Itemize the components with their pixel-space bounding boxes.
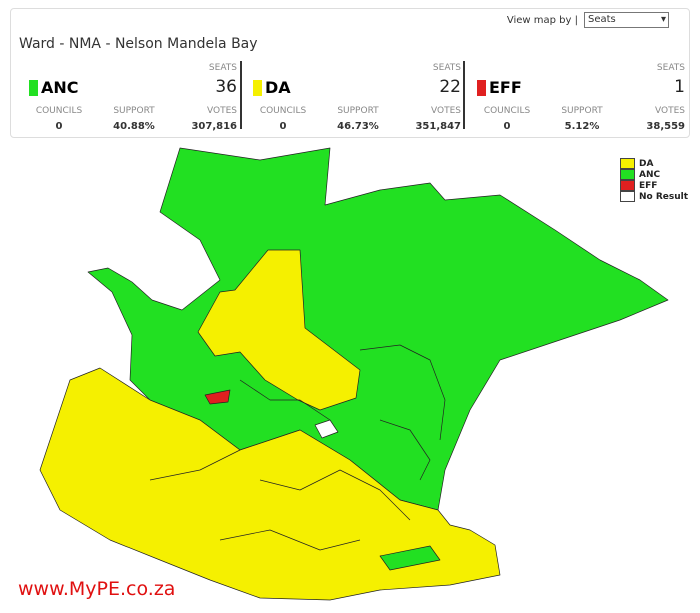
party-swatch xyxy=(477,79,486,96)
party-label: EFF xyxy=(489,78,522,97)
seats-label: SEATS xyxy=(208,63,237,73)
divider xyxy=(240,61,242,129)
legend-swatch xyxy=(620,158,635,169)
support-label: SUPPORT xyxy=(337,106,379,116)
support-label: SUPPORT xyxy=(561,106,603,116)
watermark: www.MyPE.co.za xyxy=(18,578,176,600)
councils-value: 0 xyxy=(279,121,287,132)
map xyxy=(39,147,669,601)
seats-label: SEATS xyxy=(656,63,685,73)
councils-label: COUNCILS xyxy=(35,106,83,116)
seats-value: 1 xyxy=(674,77,685,97)
legend-swatch xyxy=(620,191,635,202)
party-name: EFF xyxy=(477,78,522,97)
title: Ward - NMA - Nelson Mandela Bay xyxy=(19,36,258,52)
party-name: ANC xyxy=(29,78,79,97)
party-summary: DA SEATS 22 COUNCILS 0 SUPPORT 46.73% VOTES 351,… xyxy=(253,61,463,132)
results-card: View map by | Seats Ward - NMA - Nelson … xyxy=(10,8,690,138)
votes-label: VOTES xyxy=(207,106,237,116)
support-value: 5.12% xyxy=(564,121,600,132)
party-label: DA xyxy=(265,78,291,97)
ward-boundary xyxy=(259,469,411,521)
party-swatch xyxy=(253,79,262,96)
ward-boundary xyxy=(239,379,331,421)
councils-label: COUNCILS xyxy=(483,106,531,116)
party-summary: ANC SEATS 36 COUNCILS 0 SUPPORT 40.88% VOTES 307… xyxy=(29,61,239,132)
ward-boundary xyxy=(219,529,361,551)
legend-label: DA xyxy=(639,158,654,169)
ward-boundary xyxy=(359,344,446,441)
view-label: View map by | xyxy=(506,14,578,26)
votes-label: VOTES xyxy=(655,106,685,116)
councils-label: COUNCILS xyxy=(259,106,307,116)
party-label: ANC xyxy=(41,78,79,97)
votes-value: 38,559 xyxy=(646,121,685,132)
support-label: SUPPORT xyxy=(113,106,155,116)
legend-label: EFF xyxy=(639,180,658,191)
region-da xyxy=(39,367,501,601)
votes-label: VOTES xyxy=(431,106,461,116)
legend-label: ANC xyxy=(639,169,661,180)
party-swatch xyxy=(29,79,38,96)
support-value: 46.73% xyxy=(337,121,379,132)
view-select[interactable]: Seats xyxy=(584,12,669,28)
region-da xyxy=(197,249,361,411)
legend-swatch xyxy=(620,169,635,180)
legend-item: No Result xyxy=(620,191,688,202)
region-eff xyxy=(204,389,231,405)
seats-value: 36 xyxy=(215,77,237,97)
ward-boundary xyxy=(379,419,431,481)
councils-value: 0 xyxy=(503,121,511,132)
region-anc xyxy=(379,545,441,571)
region-no-result xyxy=(314,419,339,439)
ward-boundary xyxy=(149,449,241,481)
divider xyxy=(463,61,465,129)
party-summary: EFF SEATS 1 COUNCILS 0 SUPPORT 5.12% VOTES 38,55… xyxy=(477,61,687,132)
legend-item: EFF xyxy=(620,180,688,191)
councils-value: 0 xyxy=(55,121,63,132)
seats-value: 22 xyxy=(439,77,461,97)
votes-value: 351,847 xyxy=(415,121,461,132)
legend-swatch xyxy=(620,180,635,191)
legend-item: ANC xyxy=(620,169,688,180)
votes-value: 307,816 xyxy=(191,121,237,132)
legend: DA ANC EFF No Result xyxy=(620,158,688,202)
legend-label: No Result xyxy=(639,191,689,202)
view-by: View map by | Seats xyxy=(507,12,669,28)
seats-label: SEATS xyxy=(432,63,461,73)
party-name: DA xyxy=(253,78,291,97)
support-value: 40.88% xyxy=(113,121,155,132)
legend-item: DA xyxy=(620,158,688,169)
